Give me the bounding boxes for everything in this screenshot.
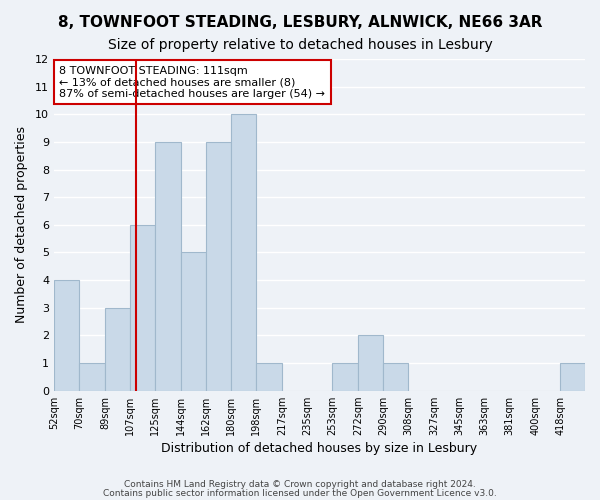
Bar: [560, 363, 585, 390]
Bar: [383, 363, 408, 390]
Text: Size of property relative to detached houses in Lesbury: Size of property relative to detached ho…: [107, 38, 493, 52]
Bar: [358, 336, 383, 390]
Bar: [332, 363, 358, 390]
Bar: [181, 252, 206, 390]
Text: Contains public sector information licensed under the Open Government Licence v3: Contains public sector information licen…: [103, 488, 497, 498]
Bar: [130, 225, 155, 390]
Bar: [206, 142, 231, 390]
Text: 8, TOWNFOOT STEADING, LESBURY, ALNWICK, NE66 3AR: 8, TOWNFOOT STEADING, LESBURY, ALNWICK, …: [58, 15, 542, 30]
Bar: [256, 363, 282, 390]
Y-axis label: Number of detached properties: Number of detached properties: [15, 126, 28, 324]
Bar: [105, 308, 130, 390]
Bar: [155, 142, 181, 390]
Text: Contains HM Land Registry data © Crown copyright and database right 2024.: Contains HM Land Registry data © Crown c…: [124, 480, 476, 489]
Bar: [54, 280, 79, 390]
Text: 8 TOWNFOOT STEADING: 111sqm
← 13% of detached houses are smaller (8)
87% of semi: 8 TOWNFOOT STEADING: 111sqm ← 13% of det…: [59, 66, 325, 99]
Bar: [79, 363, 105, 390]
Bar: [231, 114, 256, 390]
X-axis label: Distribution of detached houses by size in Lesbury: Distribution of detached houses by size …: [161, 442, 478, 455]
